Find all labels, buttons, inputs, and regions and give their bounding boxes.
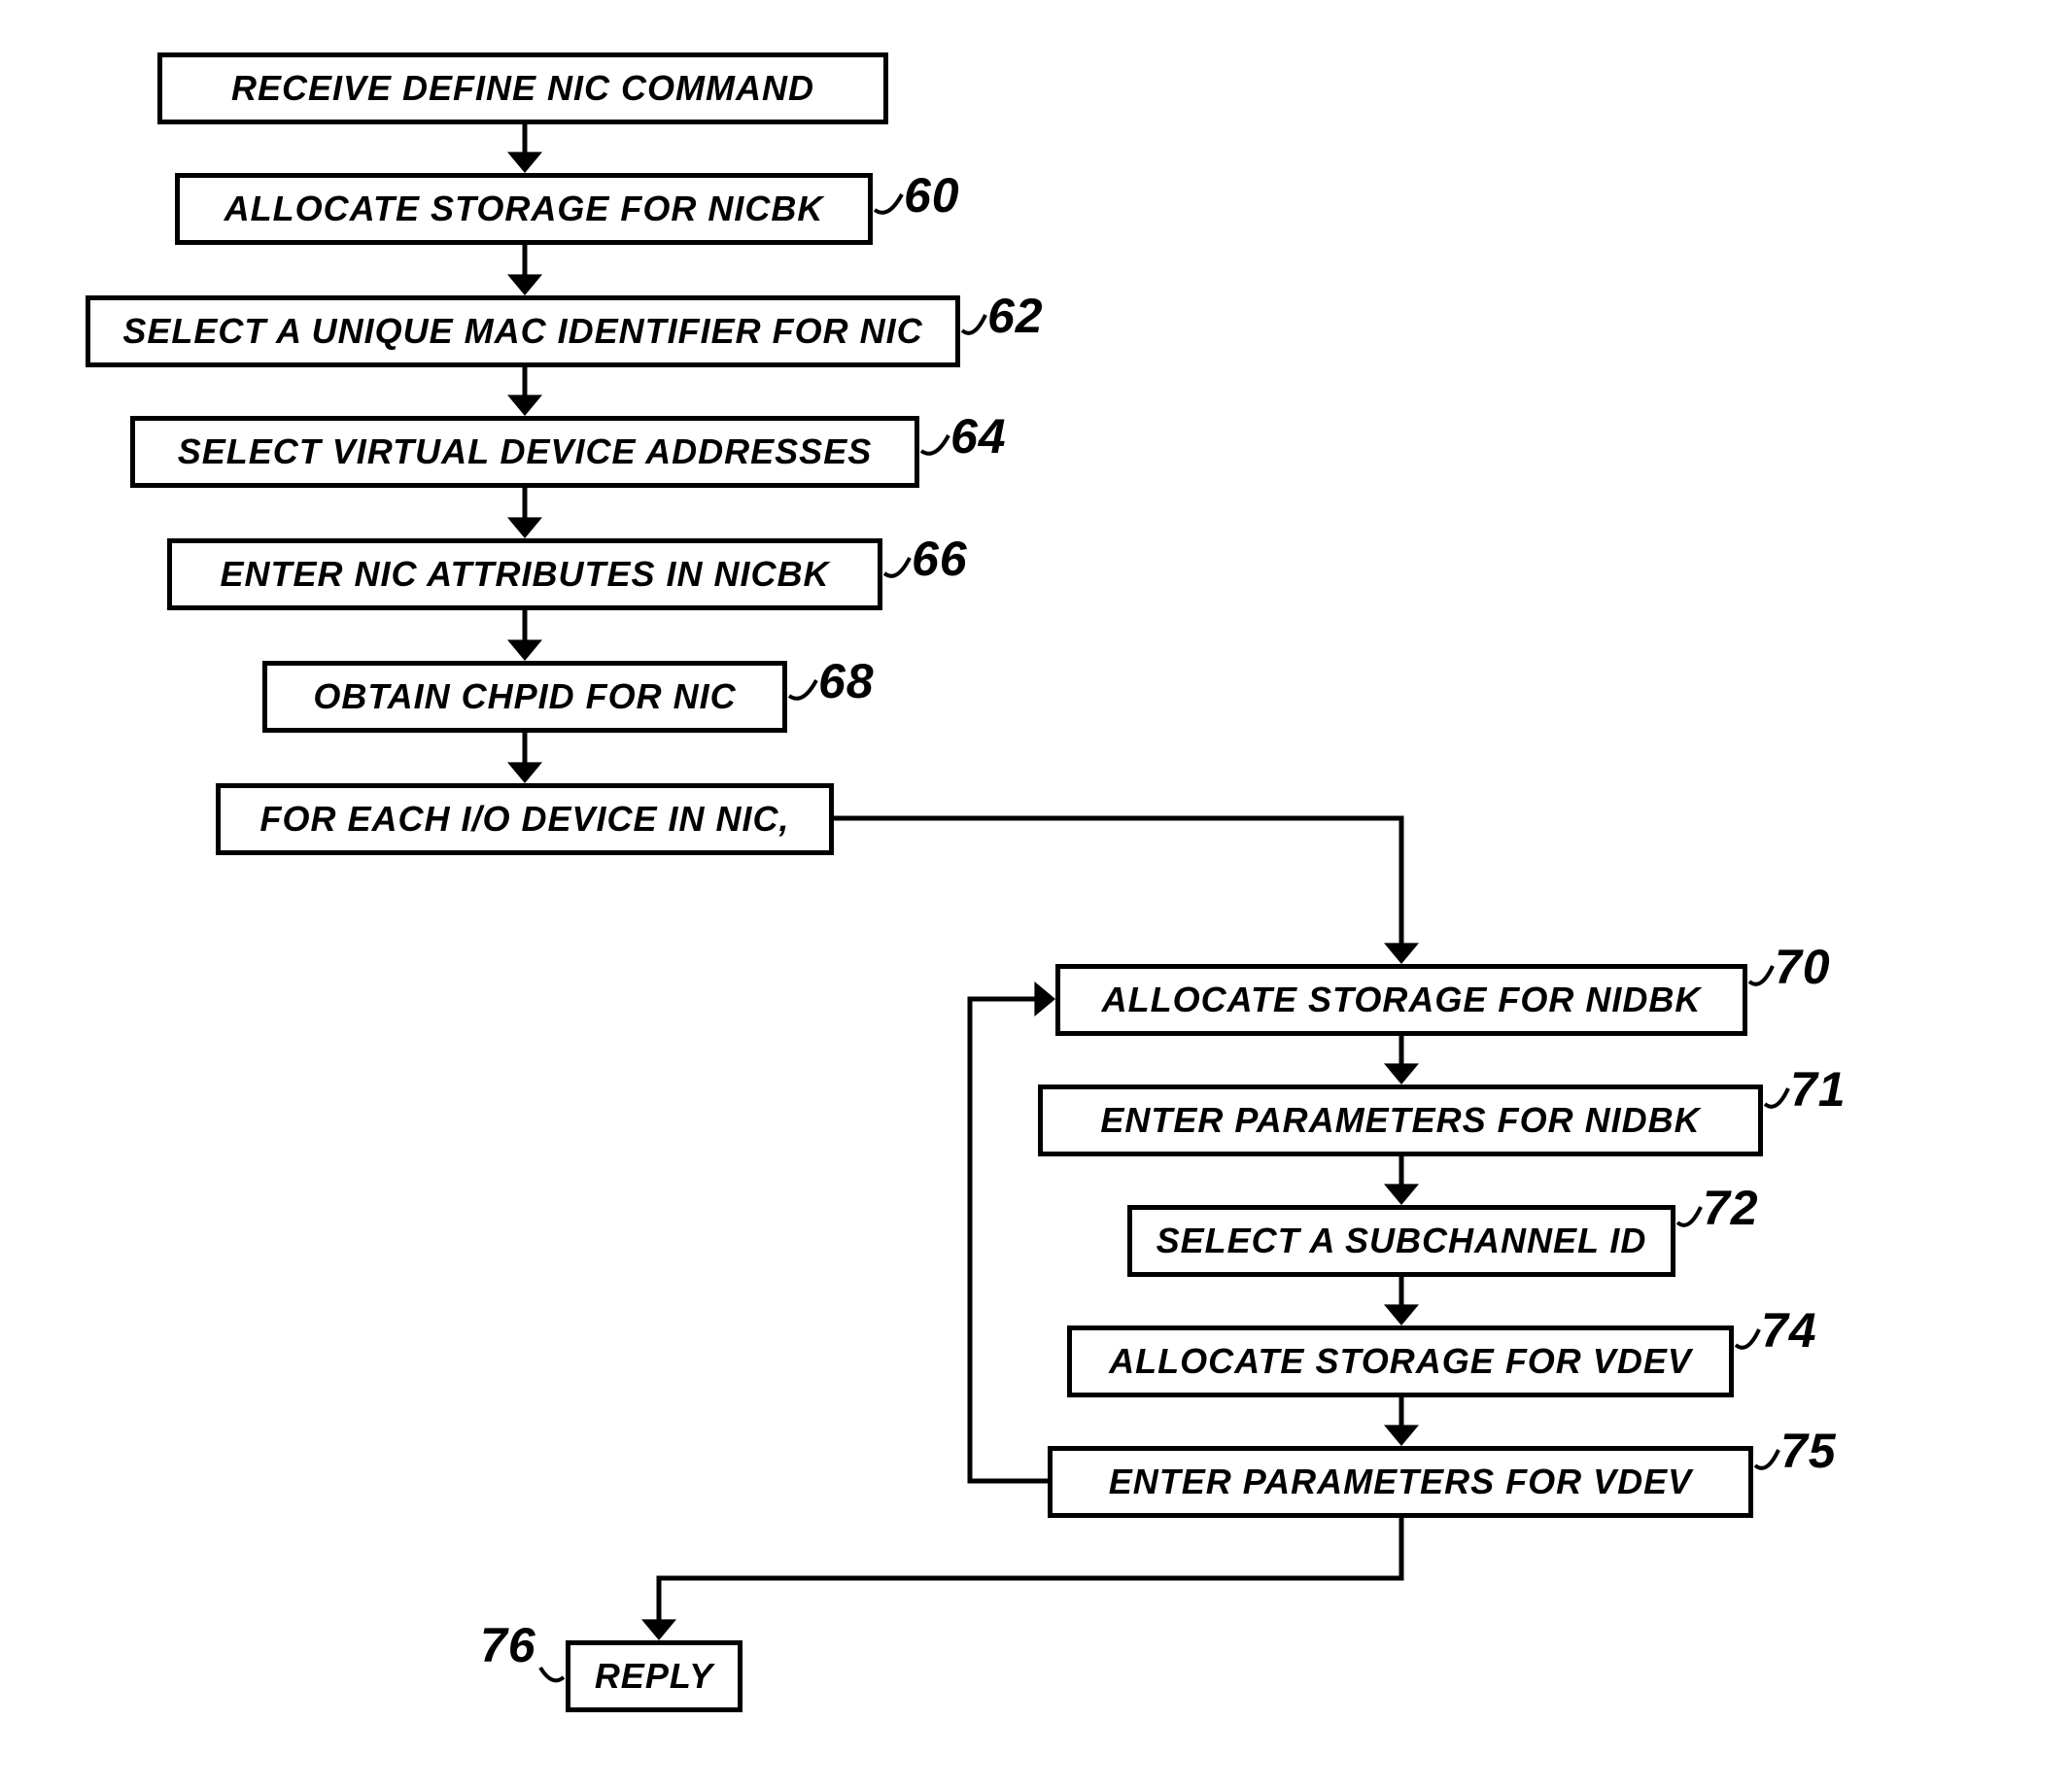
- flowchart-label-71: 71: [1790, 1061, 1847, 1118]
- flowchart-node-n11: ENTER PARAMETERS FOR VDEV: [1048, 1446, 1753, 1518]
- flowchart-node-n4: ENTER NIC ATTRIBUTES IN NICBK: [167, 538, 882, 610]
- flowchart-node-n12: REPLY: [566, 1640, 742, 1712]
- flowchart-node-text: ENTER PARAMETERS FOR NIDBK: [1100, 1100, 1700, 1141]
- flowchart-node-n5: OBTAIN CHPID FOR NIC: [262, 661, 787, 733]
- flowchart-node-n2: SELECT A UNIQUE MAC IDENTIFIER FOR NIC: [86, 295, 960, 367]
- flowchart-label-60: 60: [904, 167, 960, 224]
- flowchart-node-text: REPLY: [595, 1656, 713, 1697]
- flowchart-node-text: ALLOCATE STORAGE FOR VDEV: [1109, 1341, 1692, 1382]
- flowchart-label-74: 74: [1761, 1302, 1817, 1359]
- flowchart-label-72: 72: [1703, 1180, 1759, 1236]
- flowchart-edges: [0, 0, 2072, 1790]
- flowchart-node-n8: ENTER PARAMETERS FOR NIDBK: [1038, 1084, 1763, 1156]
- flowchart-label-64: 64: [950, 408, 1007, 465]
- flowchart-node-n7: ALLOCATE STORAGE FOR NIDBK: [1055, 964, 1747, 1036]
- flowchart-node-n1: ALLOCATE STORAGE FOR NICBK: [175, 173, 873, 245]
- flowchart-node-n3: SELECT VIRTUAL DEVICE ADDRESSES: [130, 416, 919, 488]
- flowchart-label-62: 62: [987, 288, 1044, 344]
- flowchart-node-text: ALLOCATE STORAGE FOR NIDBK: [1102, 980, 1702, 1020]
- flowchart-label-68: 68: [818, 653, 875, 709]
- flowchart-label-70: 70: [1775, 939, 1831, 995]
- flowchart-node-text: OBTAIN CHPID FOR NIC: [313, 676, 736, 717]
- flowchart-node-text: SELECT A UNIQUE MAC IDENTIFIER FOR NIC: [122, 311, 922, 352]
- flowchart-node-text: SELECT VIRTUAL DEVICE ADDRESSES: [178, 431, 872, 472]
- flowchart-node-n6: FOR EACH I/O DEVICE IN NIC,: [216, 783, 834, 855]
- flowchart-node-text: SELECT A SUBCHANNEL ID: [1157, 1221, 1647, 1261]
- flowchart-node-text: ENTER NIC ATTRIBUTES IN NICBK: [221, 554, 830, 595]
- flowchart-label-76: 76: [480, 1617, 536, 1673]
- flowchart-node-n10: ALLOCATE STORAGE FOR VDEV: [1067, 1325, 1734, 1397]
- flowchart-node-text: ALLOCATE STORAGE FOR NICBK: [224, 189, 824, 229]
- flowchart-label-66: 66: [912, 531, 968, 587]
- flowchart-node-n0: RECEIVE DEFINE NIC COMMAND: [157, 52, 888, 124]
- flowchart-node-text: ENTER PARAMETERS FOR VDEV: [1109, 1462, 1692, 1502]
- flowchart-node-text: RECEIVE DEFINE NIC COMMAND: [231, 68, 814, 109]
- flowchart-node-text: FOR EACH I/O DEVICE IN NIC,: [259, 799, 789, 840]
- flowchart-node-n9: SELECT A SUBCHANNEL ID: [1127, 1205, 1675, 1277]
- flowchart-label-75: 75: [1780, 1423, 1837, 1479]
